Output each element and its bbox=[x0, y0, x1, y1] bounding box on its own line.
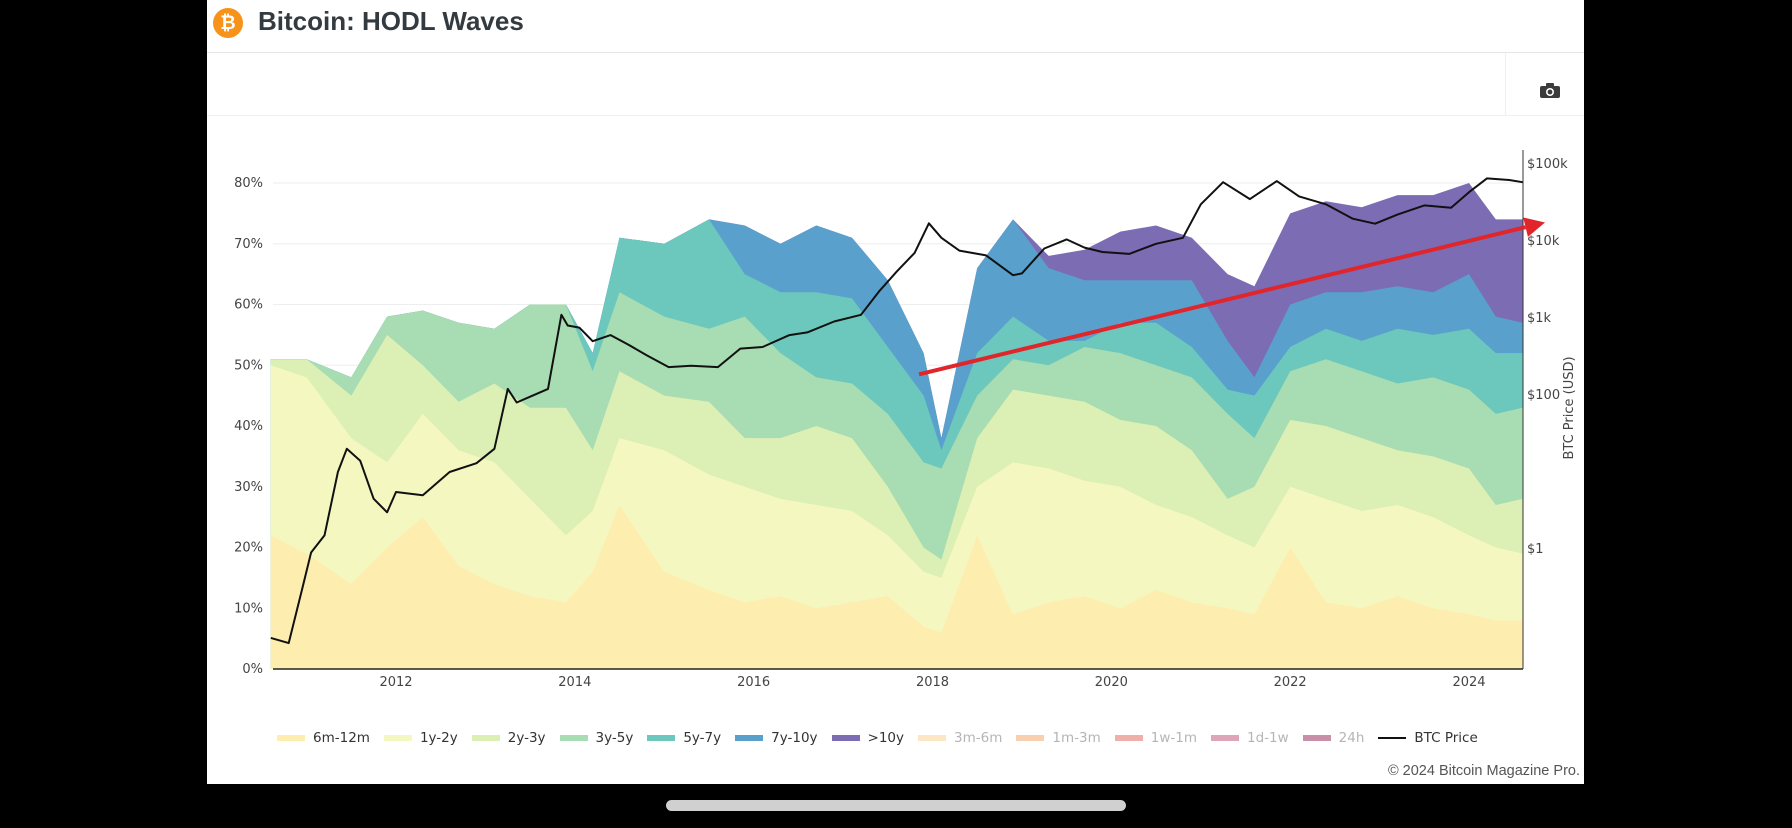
trend-arrow-head bbox=[1523, 217, 1546, 237]
header: ₿ Bitcoin: HODL Waves bbox=[207, 0, 1584, 53]
legend-item[interactable]: >10y bbox=[831, 730, 905, 746]
legend-swatch bbox=[918, 735, 947, 741]
y-tick-label: 20% bbox=[234, 541, 263, 556]
legend-item[interactable]: 1m-3m bbox=[1016, 730, 1101, 746]
y-tick-label: 80% bbox=[234, 176, 263, 191]
legend-label: >10y bbox=[867, 730, 905, 746]
legend-label: 24h bbox=[1338, 730, 1365, 746]
trend-arrow-line bbox=[918, 225, 1527, 377]
y2-tick-label: $10k bbox=[1527, 234, 1560, 249]
btc-price-line bbox=[270, 177, 1523, 645]
legend-swatch bbox=[559, 735, 588, 741]
x-tick-label: 2014 bbox=[558, 675, 591, 690]
legend-swatch bbox=[1302, 735, 1331, 741]
toolbar-divider bbox=[1505, 53, 1506, 115]
y-tick-label: 0% bbox=[242, 662, 263, 677]
legend-item[interactable]: 5y-7y bbox=[647, 730, 721, 746]
chart-toolbar bbox=[207, 53, 1584, 116]
bitcoin-logo-icon: ₿ bbox=[213, 8, 243, 38]
y2-tick-label: $1k bbox=[1527, 311, 1552, 326]
legend-swatch bbox=[831, 735, 860, 741]
page-title: Bitcoin: HODL Waves bbox=[258, 6, 524, 36]
y-tick-label: 30% bbox=[234, 480, 263, 495]
y2-axis-title: BTC Price (USD) bbox=[1562, 356, 1577, 459]
legend-label: 3m-6m bbox=[954, 730, 1003, 746]
legend-swatch bbox=[735, 735, 764, 741]
x-tick-label: 2018 bbox=[916, 675, 949, 690]
legend-swatch bbox=[1210, 735, 1239, 741]
legend-item[interactable]: 7y-10y bbox=[735, 730, 818, 746]
legend-label: 2y-3y bbox=[507, 730, 546, 746]
legend-item[interactable]: 3m-6m bbox=[918, 730, 1002, 746]
y-tick-label: 40% bbox=[234, 419, 263, 434]
legend-swatch bbox=[647, 735, 676, 741]
legend-label: 1y-2y bbox=[419, 730, 458, 746]
legend-item[interactable]: 3y-5y bbox=[559, 730, 634, 746]
legend-line-swatch bbox=[1378, 737, 1407, 739]
chart-panel: ₿ Bitcoin: HODL Waves 0% 10% 20% 30% 40% 50% 6… bbox=[207, 0, 1584, 784]
hodl-waves-chart: 0% 10% 20% 30% 40% 50% 60% 70% 80% 2012 2014 2016 20… bbox=[234, 150, 1577, 690]
y2-tick-label: $1 bbox=[1527, 542, 1544, 557]
legend-swatch bbox=[1114, 735, 1143, 741]
legend-label: 1d-1w bbox=[1246, 730, 1289, 746]
chart-legend: 6m-12m 1y-2y 2y-3y 3y-5y 5y-7y 7y-10y >10y 3m-6… bbox=[277, 727, 1492, 749]
y-tick-label: 50% bbox=[234, 358, 263, 373]
legend-swatch bbox=[1016, 735, 1045, 741]
legend-label: 3y-5y bbox=[595, 730, 634, 746]
legend-item[interactable]: 2y-3y bbox=[471, 730, 546, 746]
home-indicator[interactable] bbox=[666, 800, 1126, 811]
legend-label: 5y-7y bbox=[683, 730, 722, 746]
area-series bbox=[270, 183, 1523, 669]
legend-swatch bbox=[277, 735, 305, 741]
legend-label: 1m-3m bbox=[1052, 730, 1101, 746]
x-tick-label: 2016 bbox=[737, 675, 770, 690]
annotation bbox=[918, 217, 1546, 377]
y-tick-label: 10% bbox=[234, 601, 263, 616]
legend-item[interactable]: 1y-2y bbox=[383, 730, 458, 746]
price-series bbox=[270, 177, 1523, 645]
y-tick-label: 60% bbox=[234, 298, 263, 313]
legend-label: 6m-12m bbox=[313, 730, 370, 746]
x-tick-label: 2012 bbox=[379, 675, 412, 690]
axes: 0% 10% 20% 30% 40% 50% 60% 70% 80% 2012 2014 2016 20… bbox=[234, 150, 1577, 690]
legend-item[interactable]: 6m-12m bbox=[277, 730, 370, 746]
legend-swatch bbox=[383, 735, 412, 741]
y2-tick-label: $100k bbox=[1527, 157, 1568, 172]
legend-item[interactable]: 1d-1w bbox=[1210, 730, 1289, 746]
camera-icon[interactable] bbox=[1540, 83, 1560, 98]
legend-item[interactable]: BTC Price bbox=[1378, 730, 1478, 746]
legend-item[interactable]: 24h bbox=[1302, 730, 1365, 746]
x-tick-label: 2024 bbox=[1452, 675, 1485, 690]
area-6m-12m bbox=[270, 505, 1523, 669]
y2-tick-label: $100 bbox=[1527, 388, 1560, 403]
legend-label: 1w-1m bbox=[1150, 730, 1197, 746]
x-tick-label: 2020 bbox=[1095, 675, 1128, 690]
legend-item[interactable]: 1w-1m bbox=[1114, 730, 1197, 746]
legend-label: BTC Price bbox=[1414, 730, 1478, 746]
legend-swatch bbox=[471, 735, 500, 741]
copyright: © 2024 Bitcoin Magazine Pro. bbox=[1387, 763, 1580, 779]
legend-label: 7y-10y bbox=[771, 730, 818, 746]
y-tick-label: 70% bbox=[234, 237, 263, 252]
x-tick-label: 2022 bbox=[1274, 675, 1307, 690]
